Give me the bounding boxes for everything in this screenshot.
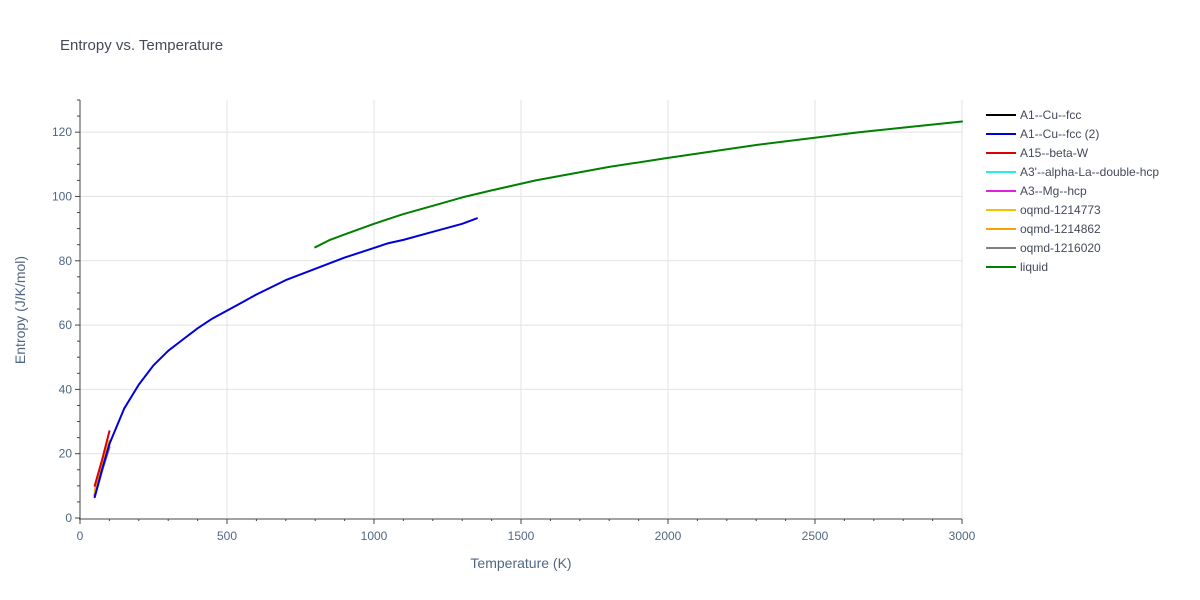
legend-label: oqmd-1214862 — [1020, 222, 1101, 236]
axes — [75, 99, 963, 524]
x-tick-label: 500 — [217, 529, 237, 543]
legend-item[interactable]: liquid — [986, 260, 1048, 274]
series-line — [93, 430, 111, 487]
y-tick-label: 120 — [52, 125, 72, 139]
legend-item[interactable]: oqmd-1214862 — [986, 222, 1101, 236]
x-tick-label: 2500 — [802, 529, 829, 543]
y-tick-label: 20 — [59, 447, 73, 461]
y-tick-label: 0 — [65, 511, 72, 525]
series-line — [93, 217, 478, 499]
legend-label: oqmd-1216020 — [1020, 241, 1101, 255]
series-line — [314, 120, 963, 249]
legend-item[interactable]: oqmd-1214773 — [986, 203, 1101, 217]
legend-label: A1--Cu--fcc — [1020, 108, 1081, 122]
legend-item[interactable]: A15--beta-W — [986, 146, 1089, 160]
y-tick-label: 40 — [59, 382, 73, 396]
legend-label: A1--Cu--fcc (2) — [1020, 127, 1099, 141]
grid-lines — [80, 100, 963, 518]
series-lines — [93, 120, 963, 499]
legend-label: oqmd-1214773 — [1020, 203, 1101, 217]
x-tick-label: 1000 — [361, 529, 388, 543]
x-tick-label: 1500 — [508, 529, 535, 543]
legend-item[interactable]: oqmd-1216020 — [986, 241, 1101, 255]
x-tick-label: 3000 — [949, 529, 976, 543]
x-tick-label: 2000 — [655, 529, 682, 543]
y-axis-title: Entropy (J/K/mol) — [12, 256, 28, 364]
x-tick-label: 0 — [77, 529, 84, 543]
series-line — [93, 439, 111, 492]
x-tick-labels: 0 500 1000 1500 2000 2500 3000 — [77, 529, 976, 543]
legend-label: liquid — [1020, 260, 1048, 274]
legend-label: A3'--alpha-La--double-hcp — [1020, 165, 1159, 179]
legend-item[interactable]: A3--Mg--hcp — [986, 184, 1087, 198]
chart-title: Entropy vs. Temperature — [60, 37, 223, 54]
y-tick-label: 60 — [59, 318, 73, 332]
legend-label: A15--beta-W — [1020, 146, 1089, 160]
legend[interactable]: A1--Cu--fcc A1--Cu--fcc (2) A15--beta-W A3'… — [986, 108, 1159, 274]
legend-item[interactable]: A1--Cu--fcc — [986, 108, 1081, 122]
y-tick-label: 80 — [59, 254, 73, 268]
y-tick-labels: 0 20 40 60 80 100 120 — [52, 125, 72, 525]
y-tick-label: 100 — [52, 189, 72, 203]
legend-item[interactable]: A1--Cu--fcc (2) — [986, 127, 1099, 141]
legend-item[interactable]: A3'--alpha-La--double-hcp — [986, 165, 1159, 179]
legend-label: A3--Mg--hcp — [1020, 184, 1087, 198]
x-axis-title: Temperature (K) — [470, 555, 571, 571]
